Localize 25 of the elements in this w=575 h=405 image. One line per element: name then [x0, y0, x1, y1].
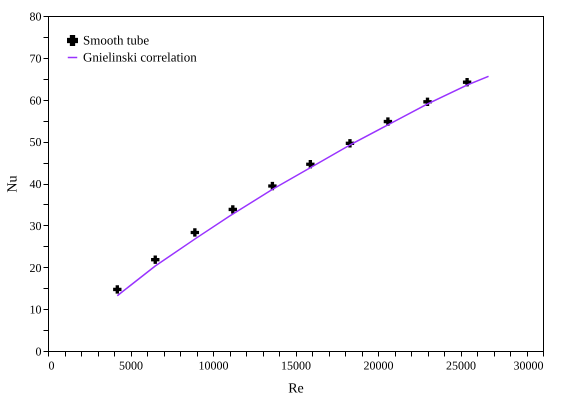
x-tick-label: 0 — [48, 358, 54, 372]
y-tick-label: 0 — [36, 344, 42, 358]
y-tick-label: 70 — [30, 51, 42, 66]
point — [113, 285, 122, 294]
x-axis-title: Re — [288, 382, 304, 396]
x-tick-label: 10000 — [198, 358, 228, 372]
y-tick-label: 30 — [30, 218, 42, 233]
y-tick-label: 40 — [30, 177, 42, 191]
y-tick-label: 20 — [30, 260, 42, 275]
y-tick-label: 80 — [30, 10, 42, 24]
point — [151, 256, 160, 264]
y-tick-label: 60 — [30, 93, 42, 108]
y-tick-label: 50 — [30, 135, 42, 150]
line-series — [116, 76, 490, 296]
point — [228, 205, 237, 214]
x-tick-label: 25000 — [446, 358, 476, 372]
point — [190, 228, 200, 237]
x-tick-label: 30000 — [514, 358, 544, 372]
x-tick-label: 20000 — [364, 358, 394, 372]
legend-label: Smooth tube — [83, 32, 150, 48]
y-axis-title: Nu — [6, 175, 20, 193]
legend-label: Gnielinski correlation — [83, 50, 198, 64]
y-tick-label: 10 — [30, 302, 42, 317]
x-tick-label: 5000 — [119, 358, 143, 372]
x-tick-label: 15000 — [281, 358, 311, 372]
